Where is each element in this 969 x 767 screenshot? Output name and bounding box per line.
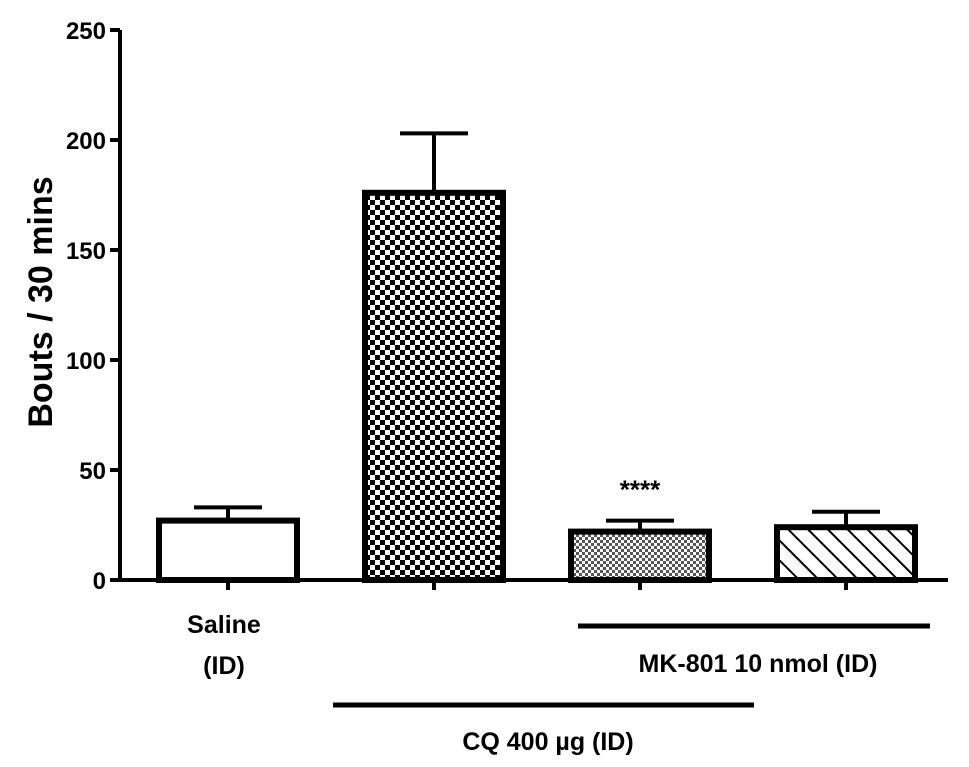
y-tick-label: 50 — [79, 458, 106, 485]
y-axis-title: Bouts / 30 mins — [22, 176, 60, 427]
y-tick-label: 250 — [66, 18, 106, 45]
mk801-group-label: MK-801 10 nmol (ID) — [639, 650, 878, 678]
y-tick-label: 100 — [66, 348, 106, 375]
x-label-saline-route: (ID) — [203, 652, 245, 680]
bars-group: **** — [156, 131, 918, 590]
y-tick-label: 200 — [66, 128, 106, 155]
y-tick-label: 0 — [93, 568, 106, 595]
y-axis: 0 50 100 150 200 250 — [66, 18, 122, 595]
x-label-saline: Saline — [187, 611, 261, 639]
y-tick-label: 150 — [66, 238, 106, 265]
significance-marker: **** — [620, 475, 661, 505]
cq-group-label: CQ 400 µg (ID) — [462, 728, 633, 756]
bar-2 — [362, 189, 506, 584]
bar-3 — [568, 528, 712, 583]
bar-1 — [156, 517, 300, 583]
bar-4 — [774, 524, 918, 584]
